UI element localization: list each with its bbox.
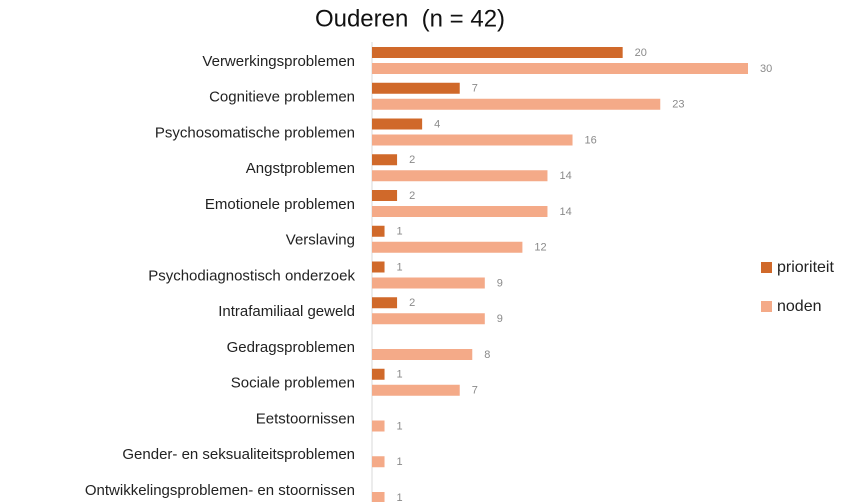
value-label: 20 <box>635 47 647 59</box>
bar <box>372 63 748 74</box>
bar <box>372 190 398 201</box>
value-label: 1 <box>397 492 403 502</box>
bar <box>372 368 385 380</box>
category-label: Cognitieve problemen <box>209 89 355 106</box>
bar <box>372 420 385 432</box>
value-label: 4 <box>434 118 440 130</box>
value-label: 2 <box>409 190 415 202</box>
category-label: Psychosomatische problemen <box>155 124 355 141</box>
bar <box>372 456 385 468</box>
legend-swatch <box>761 301 772 312</box>
value-label: 1 <box>397 420 403 432</box>
bar <box>372 118 423 130</box>
bar <box>372 47 623 58</box>
value-label: 1 <box>397 226 403 238</box>
bar <box>372 225 385 237</box>
value-label: 14 <box>559 170 571 182</box>
value-label: 7 <box>472 83 478 95</box>
bar <box>372 313 485 325</box>
category-label: Sociale problemen <box>231 375 355 392</box>
bar <box>372 82 460 94</box>
legend-label: prioriteit <box>777 259 834 276</box>
value-label: 8 <box>484 349 490 361</box>
category-label: Intrafamiliaal geweld <box>218 303 355 320</box>
category-label: Gedragsproblemen <box>227 339 355 356</box>
value-label: 2 <box>409 154 415 166</box>
category-label: Verwerkingsproblemen <box>202 53 355 70</box>
value-label: 9 <box>497 313 503 325</box>
bar <box>372 241 523 253</box>
category-label: Gender- en seksualiteitsproblemen <box>122 446 355 463</box>
bar <box>372 297 398 309</box>
bar <box>372 154 398 166</box>
value-label: 16 <box>585 134 597 146</box>
value-label: 2 <box>409 297 415 309</box>
value-label: 1 <box>397 456 403 468</box>
legend-swatch <box>761 262 772 273</box>
value-label: 12 <box>534 242 546 254</box>
category-label: Psychodiagnostisch onderzoek <box>148 267 355 284</box>
bar <box>372 492 385 502</box>
value-label: 14 <box>559 206 571 218</box>
bar <box>372 170 548 182</box>
category-label: Angstproblemen <box>246 160 355 177</box>
bar <box>372 384 460 396</box>
bar <box>372 261 385 273</box>
category-label: Verslaving <box>286 232 355 249</box>
chart-title: Ouderen (n = 42) <box>315 5 505 32</box>
value-label: 23 <box>672 99 684 111</box>
value-label: 1 <box>397 261 403 273</box>
category-label: Ontwikkelingsproblemen- en stoornissen <box>85 482 355 499</box>
bar <box>372 277 485 289</box>
bar <box>372 134 573 146</box>
bar <box>372 206 548 217</box>
bar <box>372 98 661 110</box>
legend-label: noden <box>777 298 822 315</box>
category-label: Eetstoornissen <box>256 410 355 427</box>
value-label: 30 <box>760 63 772 75</box>
value-label: 7 <box>472 385 478 397</box>
bar <box>372 349 473 360</box>
value-label: 1 <box>397 369 403 381</box>
category-label: Emotionele problemen <box>205 196 355 213</box>
value-label: 9 <box>497 277 503 289</box>
